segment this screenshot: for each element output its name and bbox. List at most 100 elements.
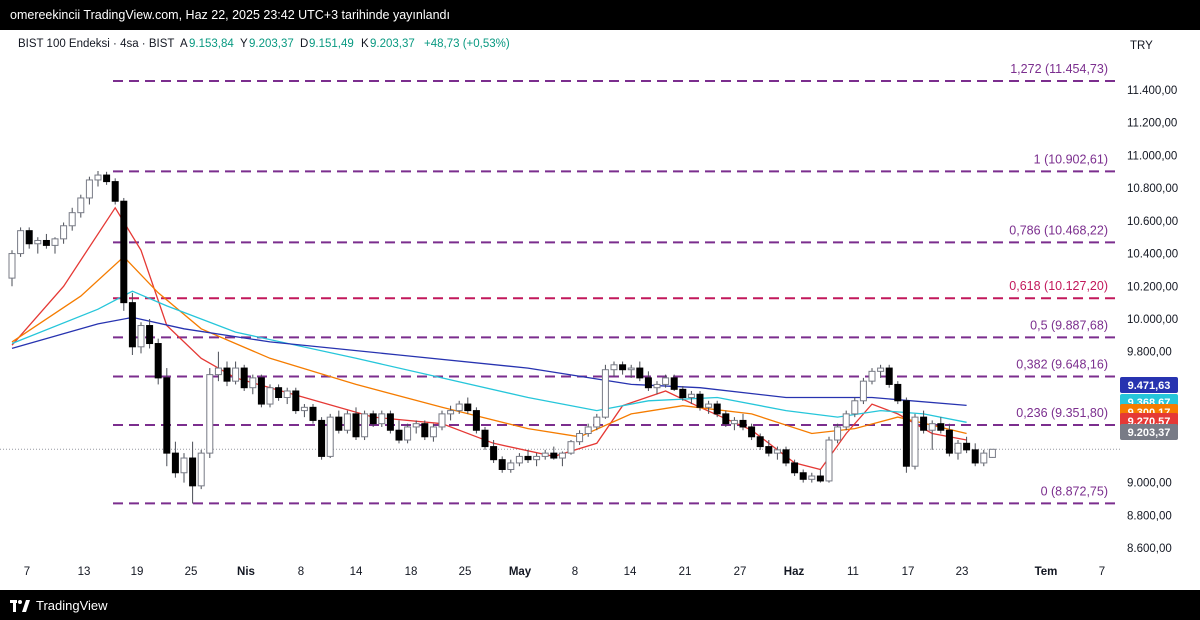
candle: [335, 410, 343, 434]
candle: [576, 430, 584, 445]
candle-body: [490, 446, 498, 461]
x-axis-tick: Haz: [784, 566, 805, 578]
candle: [722, 410, 730, 427]
candle-body: [77, 197, 85, 214]
candle-body: [670, 377, 678, 390]
candle: [782, 446, 790, 467]
candle-body: [515, 455, 523, 464]
candle-body: [60, 225, 68, 240]
y-axis-tick: 10.400,00: [1127, 249, 1178, 261]
fib-level-label: 0,382 (9.648,16): [1016, 358, 1108, 372]
candle-body: [343, 413, 351, 431]
legend-close: 9.203,37: [370, 38, 415, 50]
candle: [937, 417, 945, 434]
candle: [206, 368, 214, 459]
candle: [920, 410, 928, 434]
candle-body: [937, 423, 945, 431]
candle-body: [894, 383, 902, 402]
candle: [361, 410, 369, 441]
candle-body: [558, 452, 566, 459]
candle: [533, 453, 541, 467]
candle-body: [799, 472, 807, 480]
y-axis-tick: 11.400,00: [1127, 85, 1177, 97]
candle-body: [386, 413, 394, 431]
candle-body: [8, 253, 16, 279]
candle: [120, 197, 128, 311]
candle: [128, 292, 136, 355]
candle-body: [756, 436, 764, 448]
candle-body: [369, 413, 377, 425]
price-badge: 9.203,37: [1120, 424, 1178, 440]
chart-frame[interactable]: 1,272 (11.454,73) 1 (10.902,61) 0,786 (10.…: [0, 30, 1200, 590]
candle: [885, 364, 893, 388]
candle: [77, 194, 85, 218]
candle-body: [214, 367, 222, 376]
chart-canvas[interactable]: 1,272 (11.454,73) 1 (10.902,61) 0,786 (10.…: [0, 30, 1200, 590]
candle: [868, 368, 876, 385]
y-axis-tick: 9.000,00: [1127, 478, 1172, 490]
candle: [490, 440, 498, 463]
x-axis-tick: 13: [78, 566, 91, 578]
candle-body: [25, 230, 33, 245]
candle-body: [980, 452, 988, 464]
candle: [601, 364, 609, 419]
candle: [954, 440, 962, 460]
x-axis-tick: 8: [572, 566, 578, 578]
candle-body: [300, 406, 308, 412]
candle-body: [180, 457, 188, 474]
fib-level-label: 1 (10.902,61): [1034, 152, 1108, 166]
candle-body: [361, 413, 369, 438]
candle-body: [171, 452, 179, 474]
publish-header: omereekincii TradingView.com, Haz 22, 20…: [0, 0, 1200, 30]
candle: [395, 420, 403, 444]
candle: [988, 448, 996, 458]
candle: [756, 433, 764, 450]
candle: [163, 368, 171, 467]
candle-body: [395, 429, 403, 441]
candle: [455, 400, 463, 414]
candle: [154, 338, 162, 385]
candle: [696, 390, 704, 411]
candle: [137, 322, 145, 354]
candle: [928, 420, 936, 450]
candle: [309, 404, 317, 424]
candle: [94, 170, 102, 187]
candle: [146, 319, 154, 349]
candle: [447, 405, 455, 421]
candle: [808, 472, 816, 483]
candle-body: [902, 400, 910, 467]
candle: [111, 178, 119, 205]
legend-symbol: BIST 100 Endeksi · 4sa · BIST: [18, 38, 174, 50]
candle-body: [662, 377, 670, 385]
candle: [318, 417, 326, 460]
candle-body: [42, 239, 50, 246]
currency-label: TRY: [1130, 40, 1153, 52]
candle: [834, 423, 842, 444]
candle-body: [885, 367, 893, 385]
x-axis-tick: 14: [624, 566, 637, 578]
candle-body: [696, 393, 704, 408]
candle-body: [455, 403, 463, 412]
x-axis-tick: 25: [459, 566, 472, 578]
candle-body: [103, 174, 111, 183]
candle: [352, 407, 360, 441]
candle: [85, 176, 93, 205]
candle-body: [189, 457, 197, 487]
price-badge-label: 9.203,37: [1128, 427, 1171, 439]
candle: [765, 440, 773, 457]
candle-body: [404, 426, 412, 441]
x-axis-tick: May: [509, 566, 532, 578]
candle-body: [266, 387, 274, 405]
candle: [558, 451, 566, 467]
candle: [8, 250, 16, 287]
fib-level-label: 0,618 (10.127,20): [1009, 279, 1108, 293]
candle-body: [352, 413, 360, 438]
candle-body: [541, 452, 549, 457]
candle: [748, 423, 756, 441]
tradingview-logo[interactable]: TradingView: [10, 598, 108, 613]
y-axis-tick: 11.200,00: [1127, 118, 1177, 130]
candle: [429, 423, 437, 442]
x-axis-tick: 7: [24, 566, 30, 578]
candle: [171, 441, 179, 478]
candle: [17, 227, 25, 257]
